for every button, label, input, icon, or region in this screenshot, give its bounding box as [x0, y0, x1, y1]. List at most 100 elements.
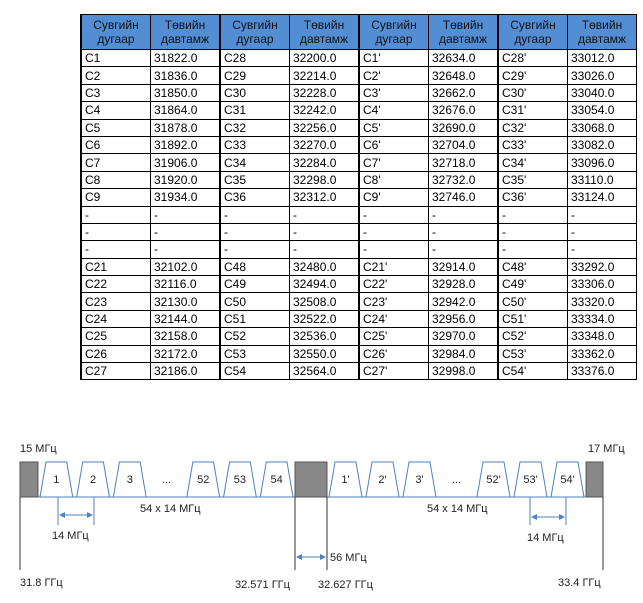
table-row: C23 32130.0 C50 32508.0 C23' 32942.0 C50' 33320…	[80, 292, 637, 311]
table-cell: 33376.0	[567, 362, 637, 381]
table-cell: 31906.0	[150, 153, 221, 172]
channel-label: 1'	[341, 474, 349, 486]
freq-label: 32.571 ГГц	[235, 579, 291, 591]
table-cell: 31864.0	[150, 101, 221, 120]
table-cell: 32732.0	[428, 170, 499, 190]
table-cell: C22'	[358, 275, 429, 294]
table-cell: C27'	[358, 362, 429, 381]
table-cell: C33	[219, 135, 290, 155]
table-cell: 31878.0	[150, 118, 221, 137]
channel-label: 53	[234, 474, 246, 486]
table-row: C3 31850.0 C30 32228.0 C3' 32662.0 C30' 33040.0	[80, 83, 637, 103]
table-cell: 33334.0	[567, 309, 637, 329]
table-cell: 32284.0	[289, 153, 360, 172]
table-cell: 32242.0	[289, 101, 360, 120]
channel-shape	[550, 461, 585, 498]
table-cell: 32942.0	[428, 292, 499, 311]
freq-label: 33.4 ГГц	[558, 577, 601, 589]
table-cell: 33110.0	[567, 170, 637, 190]
header-text: дугаар	[236, 32, 274, 46]
channel-label: 54	[271, 474, 283, 486]
table-cell: C54	[219, 362, 290, 381]
table-cell: 32522.0	[289, 309, 360, 329]
table-cell: C48'	[497, 257, 568, 277]
table-cell: 32648.0	[428, 66, 499, 85]
header-text: давтамж	[299, 32, 349, 46]
table-cell: 32970.0	[428, 327, 499, 346]
table-row: C5 31878.0 C32 32256.0 C5' 32690.0 C32' 33068.0	[80, 118, 637, 137]
table-cell: C26	[80, 344, 151, 364]
header-row: Сувгийн дугаар Төвийн давтамж Сувгийн дугаар Т…	[80, 14, 637, 50]
table-cell: 32690.0	[428, 118, 499, 137]
table-cell: 32508.0	[289, 292, 360, 311]
spacing-label: 14 МГц	[527, 532, 564, 544]
table-row: --------	[80, 222, 637, 242]
header-text: давтамж	[438, 32, 488, 46]
channel-shape	[39, 461, 74, 498]
header-text: Төвийн	[442, 18, 484, 32]
table-cell: 33040.0	[567, 83, 637, 103]
header-text: Төвийн	[303, 18, 345, 32]
channel-table: Сувгийн дугаар Төвийн давтамж Сувгийн дугаар Т…	[80, 14, 637, 381]
table-cell: C48	[219, 257, 290, 277]
table-cell: C30'	[497, 83, 568, 103]
table-row: C1 31822.0 C28 32200.0 C1' 32634.0 C28' 33012.0	[80, 48, 637, 68]
table-cell: 32998.0	[428, 362, 499, 381]
table-cell: 32956.0	[428, 309, 499, 329]
table-cell: 32172.0	[150, 344, 221, 364]
header-text: Сувгийн	[510, 18, 556, 32]
spacing-label: 14 МГц	[52, 530, 89, 542]
table-cell: C3'	[358, 83, 429, 103]
table-cell: C51'	[497, 309, 568, 329]
table-cell: C23'	[358, 292, 429, 311]
header-text: Төвийн	[164, 18, 206, 32]
table-cell: C7'	[358, 153, 429, 172]
table-cell: C32'	[497, 118, 568, 137]
table-row: C26 32172.0 C53 32550.0 C26' 32984.0 C53' 33362…	[80, 344, 637, 364]
channel-label: ...	[452, 474, 461, 486]
header-text: дугаар	[97, 32, 135, 46]
table-cell: 31920.0	[150, 170, 221, 190]
table-cell: 33026.0	[567, 66, 637, 85]
table-cell: 32928.0	[428, 275, 499, 294]
header-text: дугаар	[514, 32, 552, 46]
table-cell: 32550.0	[289, 344, 360, 364]
header-cell: Төвийн давтамж	[150, 14, 221, 50]
header-text: давтамж	[577, 32, 627, 46]
channel-shape	[402, 461, 437, 498]
span-label: 54 x 14 МГц	[427, 503, 488, 515]
channel-shape	[76, 461, 111, 498]
header-text: Төвийн	[581, 18, 623, 32]
table-cell: C28'	[497, 48, 568, 68]
marker-lines	[19, 497, 604, 570]
table-cell: C53'	[497, 344, 568, 364]
guard-block	[294, 461, 328, 498]
header-cell: Сувгийн дугаар	[219, 14, 290, 50]
table-cell: C33'	[497, 135, 568, 155]
header-text: дугаар	[375, 32, 413, 46]
header-cell: Сувгийн дугаар	[358, 14, 429, 50]
table-cell: 32480.0	[289, 257, 360, 277]
table-row: C24 32144.0 C51 32522.0 C24' 32956.0 C51' 33334…	[80, 309, 637, 329]
channel-label: 52'	[486, 474, 500, 486]
channel-shape	[476, 461, 511, 498]
header-cell: Төвийн давтамж	[289, 14, 360, 50]
guard-label: 15 МГц	[20, 443, 57, 455]
header-cell: Сувгийн дугаар	[497, 14, 568, 50]
header-text: давтамж	[160, 32, 210, 46]
freq-label: 31.8 ГГц	[20, 577, 63, 589]
channel-shape	[222, 461, 257, 498]
header-cell: Сувгийн дугаар	[80, 14, 151, 50]
table-row: C27 32186.0 C54 32564.0 C27' 32998.0 C54' 33376…	[80, 362, 637, 381]
channel-shape	[259, 461, 294, 498]
channel-shape	[365, 461, 400, 498]
guard-label: 17 МГц	[588, 443, 625, 455]
channel-label: 52	[197, 474, 209, 486]
channel-shape	[328, 461, 363, 498]
table-row: --------	[80, 240, 637, 259]
channel-label: 3'	[415, 474, 423, 486]
table-cell: 32186.0	[150, 362, 221, 381]
header-cell: Төвийн давтамж	[567, 14, 637, 50]
table-cell: C31	[219, 101, 290, 120]
